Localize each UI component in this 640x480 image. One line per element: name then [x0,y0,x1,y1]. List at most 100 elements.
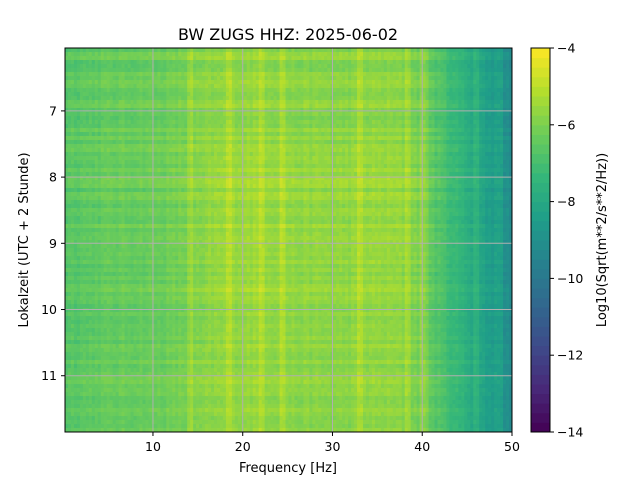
heatmap-cell [85,64,90,69]
heatmap-cell [65,100,69,105]
heatmap-cell [205,60,209,65]
heatmap-cell [273,128,278,133]
heatmap-cell [363,72,367,77]
heatmap-cell [246,116,251,121]
heatmap-cell [160,124,164,129]
heatmap-cell [407,76,412,81]
heatmap-cell [243,60,248,65]
heatmap-cell [276,120,281,125]
heatmap-cell [333,68,337,73]
heatmap-cell [279,124,284,129]
heatmap-cell [443,120,448,125]
heatmap-cell [374,128,379,133]
heatmap-cell [494,56,498,61]
heatmap-cell [112,60,117,65]
heatmap-cell [115,72,120,77]
heatmap-cell [297,132,302,137]
heatmap-cell [139,116,144,121]
heatmap-cell [282,52,287,57]
heatmap-cell [491,88,495,93]
heatmap-cell [187,60,191,65]
heatmap-cell [446,84,451,89]
heatmap-cell [109,112,114,117]
heatmap-cell [470,104,474,109]
heatmap-cell [109,68,114,73]
heatmap-cell [225,68,230,73]
heatmap-cell [395,88,400,93]
heatmap-cell [237,56,242,61]
heatmap-cell [410,128,415,133]
heatmap-cell [121,116,126,121]
heatmap-cell [374,56,379,61]
heatmap-cell [178,128,182,133]
heatmap-cell [237,52,242,57]
heatmap-cell [309,60,313,65]
heatmap-cell [497,116,501,121]
heatmap-cell [309,80,313,85]
heatmap-cell [157,80,161,85]
heatmap-cell [503,128,507,133]
heatmap-cell [443,80,448,85]
heatmap-cell [154,84,158,89]
heatmap-cell [470,84,474,89]
heatmap-cell [121,104,126,109]
heatmap-cell [118,120,123,125]
heatmap-cell [404,92,409,97]
heatmap-cell [193,52,197,57]
heatmap-cell [410,124,415,129]
heatmap-cell [112,80,117,85]
heatmap-cell [467,52,471,57]
heatmap-cell [428,108,433,113]
heatmap-cell [336,108,340,113]
heatmap-cell [437,124,442,129]
heatmap-cell [365,124,370,129]
heatmap-cell [65,72,69,77]
heatmap-cell [73,120,78,125]
heatmap-cell [225,48,230,53]
heatmap-cell [276,88,281,93]
heatmap-cell [473,108,477,113]
heatmap-cell [130,96,135,101]
heatmap-cell [321,112,325,117]
heatmap-cell [315,112,319,117]
heatmap-cell [404,108,409,113]
heatmap-cell [100,96,105,101]
heatmap-cell [446,128,451,133]
heatmap-cell [246,108,251,113]
heatmap-cell [243,100,248,105]
heatmap-cell [205,84,209,89]
heatmap-cell [509,108,512,113]
heatmap-cell [216,132,221,137]
heatmap-cell [380,76,385,81]
heatmap-cell [318,108,322,113]
heatmap-cell [79,60,84,65]
heatmap-cell [360,56,364,61]
heatmap-cell [169,68,173,73]
heatmap-cell [351,52,355,57]
heatmap-cell [461,108,465,113]
heatmap-cell [246,72,251,77]
heatmap-cell [354,100,358,105]
heatmap-cell [488,80,492,85]
heatmap-cell [237,112,242,117]
heatmap-cell [67,112,72,117]
heatmap-cell [285,68,290,73]
heatmap-cell [130,116,135,121]
heatmap-cell [321,76,325,81]
heatmap-cell [202,128,206,133]
heatmap-cell [422,56,427,61]
heatmap-cell [211,100,215,105]
heatmap-cell [127,72,132,77]
heatmap-cell [476,100,480,105]
heatmap-cell [118,72,123,77]
heatmap-cell [184,64,188,69]
heatmap-cell [243,56,248,61]
heatmap-cell [506,68,510,73]
heatmap-cell [288,104,293,109]
heatmap-cell [419,124,424,129]
heatmap-cell [190,84,194,89]
heatmap-cell [249,96,254,101]
heatmap-cell [506,76,510,81]
heatmap-cell [172,72,176,77]
heatmap-cell [166,124,170,129]
